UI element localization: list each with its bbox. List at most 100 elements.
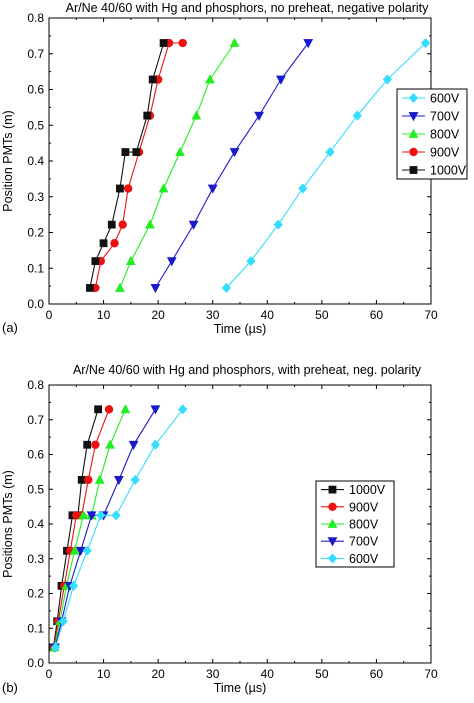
series-900V xyxy=(49,405,114,652)
legend-marker xyxy=(408,128,419,138)
y-tick-label: 0.5 xyxy=(27,118,44,132)
y-axis-title: Positions PMTs (m) xyxy=(1,470,15,578)
y-tick-label: 0.4 xyxy=(27,154,44,168)
legend-label: 600V xyxy=(430,92,460,106)
data-point xyxy=(159,39,168,47)
series-700V xyxy=(150,39,314,294)
series-600V xyxy=(50,404,188,653)
y-tick-label: 0.3 xyxy=(27,552,44,566)
legend-marker xyxy=(327,518,338,528)
legend-label: 900V xyxy=(430,146,460,160)
y-tick-label: 0.4 xyxy=(27,517,44,531)
data-point xyxy=(99,239,108,248)
data-point xyxy=(132,148,141,156)
data-point xyxy=(298,183,308,194)
data-point xyxy=(246,256,256,267)
data-point xyxy=(84,475,93,485)
data-point xyxy=(68,580,79,591)
legend-label: 700V xyxy=(430,110,460,124)
data-point xyxy=(150,284,161,294)
series-600V xyxy=(221,37,431,293)
series-line xyxy=(154,42,309,289)
x-tick-label: 10 xyxy=(97,667,111,681)
data-point xyxy=(166,257,177,267)
x-tick-label: 0 xyxy=(46,667,53,681)
data-point xyxy=(143,111,152,120)
data-point xyxy=(125,255,136,266)
chart-title: Ar/Ne 40/60 with Hg and phosphors, no pr… xyxy=(66,1,429,15)
series-700V xyxy=(50,405,161,653)
data-point xyxy=(254,111,265,121)
data-point xyxy=(115,282,125,292)
x-axis-title: Time (µs) xyxy=(214,681,267,695)
y-tick-label: 0.7 xyxy=(27,47,44,61)
y-tick-label: 0.2 xyxy=(27,226,44,240)
series-900V xyxy=(91,38,187,293)
data-point xyxy=(86,511,97,521)
data-point xyxy=(91,257,100,265)
legend-label: 900V xyxy=(349,500,379,514)
data-point xyxy=(145,219,155,229)
x-tick-label: 20 xyxy=(151,308,165,322)
data-point xyxy=(69,545,80,555)
x-tick-label: 60 xyxy=(370,308,384,322)
y-tick-label: 0.0 xyxy=(27,656,44,670)
data-point xyxy=(107,220,116,229)
legend-label: 800V xyxy=(430,128,460,142)
chart-panel-1: Ar/Ne 40/60 with Hg and phosphors, no pr… xyxy=(1,1,468,336)
legend-marker xyxy=(327,553,338,564)
series-line xyxy=(94,42,183,289)
data-point xyxy=(325,147,335,158)
series-800V xyxy=(115,37,240,292)
data-point xyxy=(175,146,185,156)
data-point xyxy=(113,475,124,486)
plot-frame xyxy=(48,17,432,305)
x-axis-title: Time (µs) xyxy=(214,322,267,336)
legend: 600V 700V 800V 900V 1000V xyxy=(396,88,468,180)
data-point xyxy=(207,184,218,194)
x-tick-label: 30 xyxy=(206,308,220,322)
y-tick-label: 0.1 xyxy=(27,261,44,275)
data-point xyxy=(150,439,161,450)
data-point xyxy=(128,440,139,451)
panel-label: (a) xyxy=(2,320,18,335)
legend-marker xyxy=(408,112,419,122)
data-point xyxy=(150,405,161,415)
data-point xyxy=(78,510,89,520)
x-tick-label: 60 xyxy=(370,667,384,681)
legend-marker xyxy=(409,166,418,174)
data-point xyxy=(83,440,92,449)
series-1000V xyxy=(86,39,168,292)
chart-title: Ar/Ne 40/60 with Hg and phosphors, with … xyxy=(73,363,422,377)
data-point xyxy=(105,439,116,449)
chart-panel-2: Ar/Ne 40/60 with Hg and phosphors, with … xyxy=(1,363,438,695)
y-tick-label: 0.8 xyxy=(27,11,44,25)
data-point xyxy=(352,110,362,121)
data-point xyxy=(96,510,106,521)
data-point xyxy=(75,546,86,556)
y-tick-label: 0.6 xyxy=(27,83,44,97)
data-point xyxy=(178,38,187,48)
data-point xyxy=(158,183,169,193)
legend-label: 700V xyxy=(349,535,379,549)
x-tick-label: 70 xyxy=(424,667,438,681)
legend-label: 1000V xyxy=(430,164,467,178)
legend-marker xyxy=(328,485,337,494)
x-tick-label: 10 xyxy=(97,308,111,322)
data-point xyxy=(273,219,283,230)
data-point xyxy=(94,405,103,414)
legend: 1000V 900V 800V 700V 600V xyxy=(315,480,395,568)
x-tick-label: 70 xyxy=(424,308,438,322)
series-line xyxy=(119,42,235,289)
x-tick-label: 30 xyxy=(206,667,220,681)
legend-label: 600V xyxy=(349,552,379,566)
data-point xyxy=(111,510,121,521)
legend-marker xyxy=(328,502,337,511)
data-point xyxy=(229,37,240,47)
y-tick-label: 0.7 xyxy=(27,413,44,427)
data-point xyxy=(118,220,127,229)
x-tick-label: 40 xyxy=(261,667,275,681)
data-point xyxy=(50,642,61,653)
